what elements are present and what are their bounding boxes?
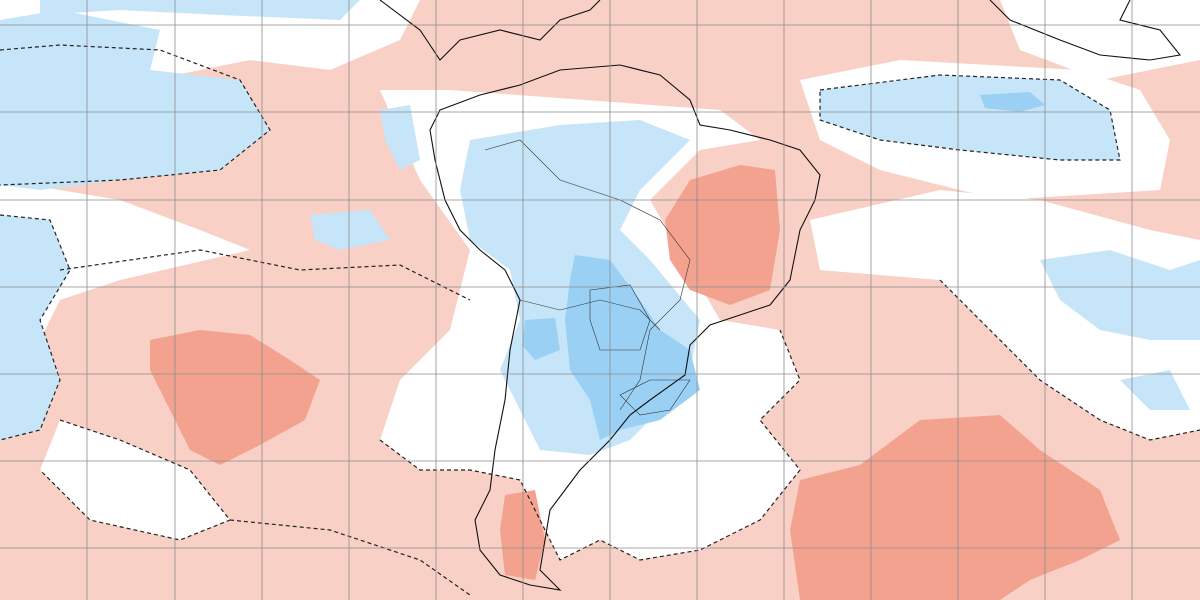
contour-lines (0, 44, 1200, 596)
coastline (379, 0, 1182, 591)
strong-negative-anomaly (522, 92, 1045, 440)
